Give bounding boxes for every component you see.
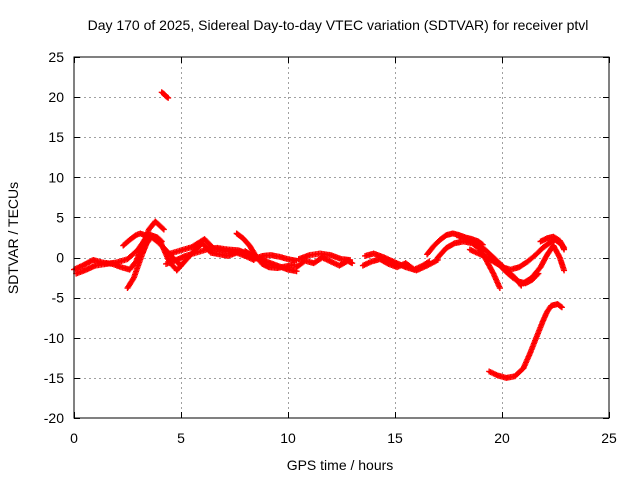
data-point	[165, 94, 172, 101]
x-tick-label: 15	[387, 430, 403, 446]
x-tick-label: 20	[494, 430, 510, 446]
y-tick-label: 10	[48, 169, 64, 185]
x-tick-label: 0	[70, 430, 78, 446]
grid	[74, 57, 609, 418]
data-point	[561, 267, 568, 274]
axis-ticks: 0 5 10 15 20 25 -20 -15 -10 -5 0 5 10 15 20 25	[44, 49, 617, 446]
data-point	[160, 226, 167, 233]
plot-frame	[73, 56, 610, 419]
data-point	[347, 256, 354, 263]
data-point	[560, 243, 567, 250]
data-point	[558, 304, 565, 311]
y-tick-label: 0	[56, 250, 64, 266]
y-tick-label: 25	[48, 49, 64, 65]
x-tick-label: 5	[177, 430, 185, 446]
data-point	[164, 94, 171, 101]
data-point	[561, 244, 568, 251]
x-tick-label: 10	[280, 430, 296, 446]
data-point	[159, 225, 166, 232]
y-axis-label: SDTVAR / TECUs	[5, 182, 21, 294]
y-tick-label: -10	[44, 330, 64, 346]
x-axis-label: GPS time / hours	[287, 457, 394, 473]
y-tick-label: -20	[44, 410, 64, 426]
data-point	[496, 285, 503, 292]
y-tick-label: 15	[48, 129, 64, 145]
y-tick-label: -5	[52, 290, 65, 306]
chart-title: Day 170 of 2025, Sidereal Day-to-day VTE…	[88, 17, 589, 33]
y-tick-label: -15	[44, 370, 64, 386]
data-point	[349, 260, 356, 267]
x-tick-label: 25	[601, 430, 617, 446]
y-tick-label: 20	[48, 89, 64, 105]
data-point	[557, 303, 564, 310]
data-points	[71, 89, 568, 381]
y-tick-label: 5	[56, 209, 64, 225]
